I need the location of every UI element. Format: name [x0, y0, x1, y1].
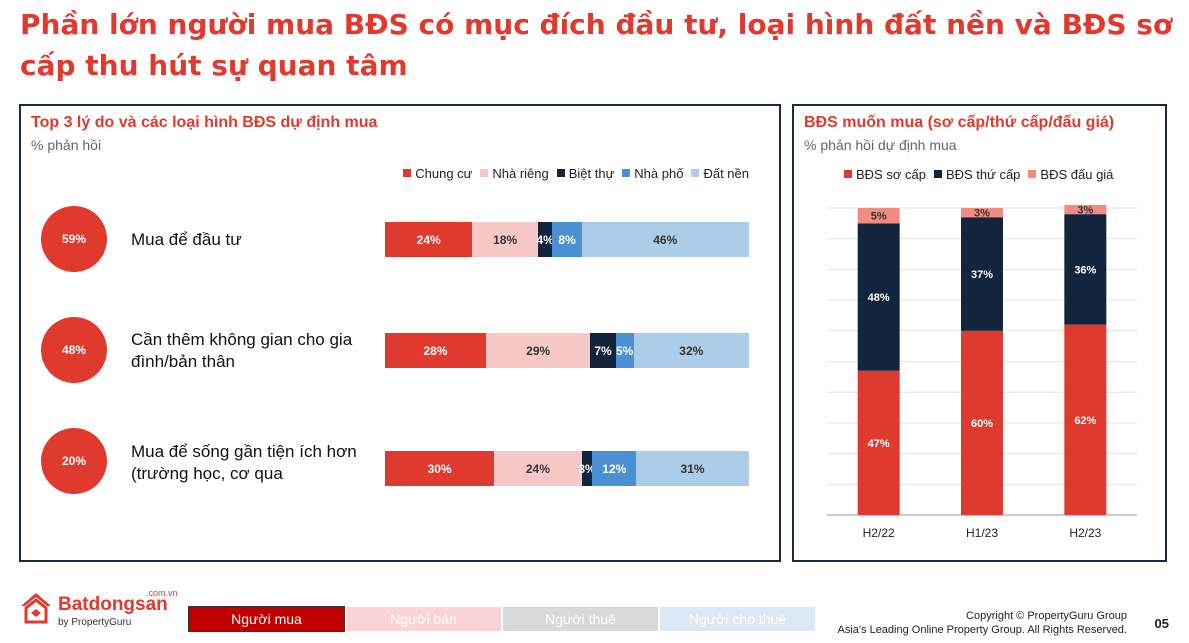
bar-segment: 4%	[536, 222, 554, 257]
reasons-panel-title: Top 3 lý do và các loại hình BĐS dự định…	[31, 114, 378, 131]
data-label: 3%	[974, 208, 990, 220]
purchase-type-legend: BĐS sơ cấp BĐS thứ cấp BĐS đấu giá	[836, 167, 1113, 182]
legend-label: Nhà phố	[634, 166, 684, 181]
property-type-legend: Chung cư Nhà riêng Biệt thự Nhà phố Đất nền	[395, 166, 749, 181]
x-tick-label: H2/23	[1069, 526, 1101, 540]
legend-label: BĐS thứ cấp	[945, 167, 1021, 182]
legend-label: BĐS đấu giá	[1040, 167, 1114, 182]
legend-swatch	[480, 169, 489, 177]
bar-segment: 18%	[472, 222, 538, 257]
column-segment	[1064, 204, 1107, 215]
bar-segment: 29%	[485, 333, 591, 368]
page-number: 05	[1154, 616, 1169, 631]
data-label: 47%	[868, 438, 890, 450]
bar-segment: 46%	[581, 222, 749, 257]
reason-share-circle: 59%	[41, 206, 107, 272]
purchase-type-panel: BĐS muốn mua (sơ cấp/thứ cấp/đấu giá) % …	[792, 104, 1167, 562]
x-tick-label: H1/23	[966, 526, 998, 540]
audience-tabs: Người mua Người bán Người thuê Người cho…	[188, 606, 816, 632]
logo-domain: .com.vn	[146, 588, 178, 598]
property-type-bar: 30% 24% 3% 12% 31%	[385, 451, 749, 486]
legend-label: Đất nền	[703, 166, 749, 181]
chart-title: BĐS muốn mua (sơ cấp/thứ cấp/đấu giá)	[804, 114, 1115, 131]
column-segment	[1064, 214, 1107, 325]
copyright: Copyright © PropertyGuru Group Asia's Le…	[838, 609, 1127, 637]
reasons-panel-subtitle: % phản hồi	[31, 137, 102, 153]
property-type-bar: 28% 29% 7% 5% 32%	[385, 333, 749, 368]
legend-label: BĐS sơ cấp	[856, 167, 926, 182]
legend-label: Chung cư	[415, 166, 473, 181]
reasons-panel: Top 3 lý do và các loại hình BĐS dự định…	[19, 104, 781, 562]
reason-label: Cần thêm không gian cho gia đình/bản thâ…	[131, 330, 353, 371]
stacked-bar-chart: 47% 48% 5% H2/22 60% 37% 3% H1/23 62% 36% 3% H2/23	[827, 204, 1137, 540]
copyright-line-1: Copyright © PropertyGuru Group	[966, 610, 1127, 622]
property-type-bar: 24% 18% 4% 8% 46%	[385, 222, 749, 257]
column-segment	[857, 223, 900, 371]
legend-swatch	[933, 170, 942, 178]
bar-segment: 24%	[385, 222, 473, 257]
data-label: 60%	[971, 418, 993, 430]
page-title: Phần lớn người mua BĐS có mục đích đầu t…	[20, 8, 1173, 82]
reason-share-circle: 48%	[41, 317, 107, 383]
legend-label: Biệt thự	[568, 166, 615, 181]
legend-item: Đất nền	[691, 166, 749, 181]
legend-item: BĐS thứ cấp	[933, 167, 1021, 182]
x-tick-label: H2/22	[863, 526, 895, 540]
legend-item: BĐS đấu giá	[1028, 167, 1113, 182]
reason-label: Mua để đầu tư	[131, 230, 242, 249]
bar-segment: 3%	[578, 451, 596, 486]
legend-item: Chung cư	[403, 166, 472, 181]
tab-nguoi-thue[interactable]: Người thuê	[502, 606, 659, 632]
bar-segment: 5%	[615, 333, 634, 368]
chart-subtitle: % phản hồi dự định mua	[804, 137, 957, 153]
legend-swatch	[1028, 170, 1037, 178]
tab-nguoi-cho-thue[interactable]: Người cho thuê	[659, 606, 816, 632]
logo-house-icon	[21, 593, 51, 624]
data-label: 37%	[971, 269, 993, 281]
column-segment	[857, 370, 900, 515]
bar-segment: 31%	[636, 451, 749, 486]
column-segment	[857, 208, 900, 224]
data-label: 36%	[1074, 264, 1096, 276]
legend-item: Nhà phố	[622, 166, 683, 181]
data-label: 48%	[868, 292, 890, 304]
legend-swatch	[403, 169, 412, 177]
reason-label: Mua để sống gần tiện ích hơn (trường học…	[131, 442, 357, 483]
data-label: 5%	[871, 211, 887, 223]
bar-segment: 32%	[633, 333, 749, 368]
legend-swatch	[691, 169, 700, 177]
column-segment	[961, 330, 1003, 515]
legend-swatch	[844, 170, 852, 178]
logo-tagline: by PropertyGuru	[58, 617, 132, 628]
tab-nguoi-ban[interactable]: Người bán	[345, 606, 502, 632]
tab-nguoi-mua[interactable]: Người mua	[188, 606, 345, 632]
bar-segment: 28%	[385, 333, 486, 368]
data-label: 3%	[1077, 205, 1093, 217]
data-label: 62%	[1074, 415, 1096, 427]
bar-segment: 24%	[494, 451, 582, 486]
column-segment	[961, 208, 1003, 218]
column-segment	[1064, 324, 1107, 515]
bar-segment: 8%	[552, 222, 582, 257]
legend-label: Nhà riêng	[492, 166, 549, 181]
bar-segment: 30%	[385, 451, 495, 486]
copyright-line-2: Asia's Leading Online Property Group. Al…	[837, 624, 1127, 636]
legend-swatch	[622, 169, 631, 177]
legend-item: BĐS sơ cấp	[844, 167, 926, 182]
legend-item: Biệt thự	[556, 166, 615, 181]
bar-segment: 12%	[592, 451, 637, 486]
column-segment	[961, 217, 1003, 331]
bar-segment: 7%	[590, 333, 616, 368]
legend-item: Nhà riêng	[480, 166, 549, 181]
logo-name: Batdongsan	[58, 594, 168, 615]
batdongsan-logo: Batdongsan .com.vn by PropertyGuru	[18, 588, 178, 630]
reason-share-circle: 20%	[41, 428, 107, 494]
legend-swatch	[556, 169, 565, 177]
